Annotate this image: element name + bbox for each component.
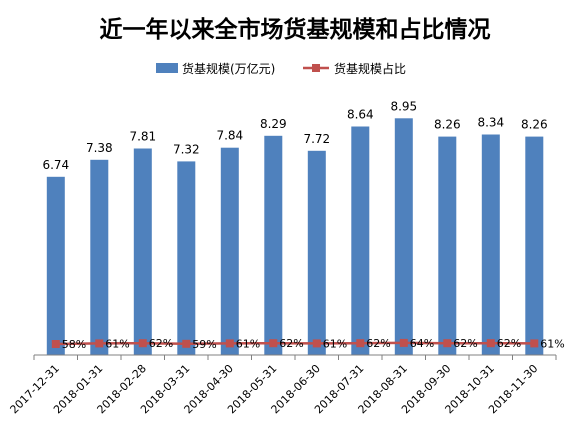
legend-label-line: 货基规模占比 [334,61,406,76]
share-value-label: 61% [236,337,260,350]
bar-value-label: 8.29 [260,117,287,131]
x-axis [33,354,557,360]
share-value-label: 58% [62,338,86,351]
bar-value-label: 7.72 [303,132,330,146]
share-value-label: 62% [366,337,390,350]
bar-2018-09-30 [438,136,457,355]
bar-2018-10-31 [481,134,500,355]
share-value-label: 62% [453,337,477,350]
share-point-2018-07-31 [356,339,365,348]
share-value-label: 62% [279,337,303,350]
bar-2018-05-31 [264,135,283,355]
bar-2018-02-28 [133,148,152,355]
share-point-2018-11-30 [530,339,539,348]
legend-swatch-bars [156,63,178,73]
share-value-label: 61% [540,337,564,350]
chart-title: 近一年以来全市场货基规模和占比情况 [100,16,491,43]
bar-value-label: 8.26 [521,118,548,132]
share-point-2018-06-30 [312,339,321,348]
share-point-2018-09-30 [443,339,452,348]
share-line-path [55,341,535,346]
bar-2018-04-30 [220,147,239,355]
share-value-label: 61% [105,337,129,350]
share-point-2018-10-31 [486,339,495,348]
bar-value-label: 7.81 [129,130,156,144]
bar-value-label: 6.74 [42,158,69,172]
legend-swatch-line-marker [312,64,320,72]
bar-2017-12-31 [46,176,65,355]
share-line [51,338,539,348]
share-point-2017-12-31 [51,340,60,348]
bar-2018-03-31 [177,161,196,355]
share-point-2018-08-31 [399,338,408,347]
share-point-2018-04-30 [225,339,234,348]
bar-2018-08-31 [394,118,413,355]
share-point-2018-05-31 [269,339,278,348]
bar-2018-11-30 [525,136,544,355]
share-value-label: 64% [410,337,434,350]
share-point-2018-01-31 [95,339,104,348]
bar-value-label: 8.34 [477,116,504,130]
bar-value-label: 8.26 [434,118,461,132]
share-point-2018-02-28 [138,339,147,348]
share-point-2018-03-31 [182,339,191,348]
bar-value-labels: 6.74 7.38 7.81 7.32 7.84 8.29 7.72 8.64 8.95 8.26… [42,99,547,172]
share-value-label: 61% [323,337,347,350]
bar-value-label: 8.95 [390,99,417,113]
x-tick-labels: 2017-12-312018-01-312018-02-282018-03-31… [8,362,541,416]
bar-2018-01-31 [90,159,109,355]
legend-label-bars: 货基规模(万亿元) [182,61,275,76]
bar-2018-07-31 [351,126,370,355]
bar-2018-06-30 [307,150,326,355]
bars [46,118,544,355]
bar-value-label: 7.84 [216,129,243,143]
share-value-label: 62% [149,337,173,350]
share-value-label: 59% [192,338,216,351]
legend: 货基规模(万亿元) 货基规模占比 [156,61,406,76]
bar-value-label: 8.64 [347,108,374,122]
share-value-label: 62% [497,337,521,350]
bar-value-label: 7.32 [173,142,200,156]
share-value-labels: 58% 61% 62% 59% 61% 62% 61% 62% 64% 62% 62% 61% [62,337,565,351]
bar-value-label: 7.38 [86,141,113,155]
